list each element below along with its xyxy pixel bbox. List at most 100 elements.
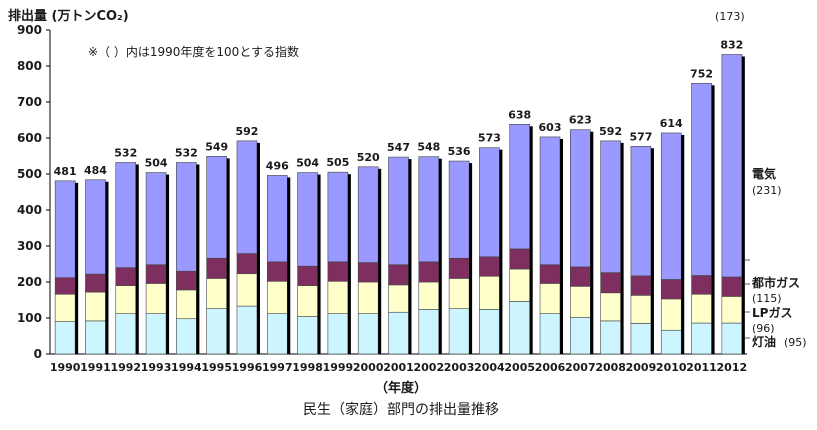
bar-segment-電気: [600, 140, 621, 273]
bar-segment-LPガス: [600, 292, 621, 322]
y-tick-label: 700: [17, 95, 42, 109]
bar-total-label: 573: [478, 132, 501, 145]
bar-total-label: 547: [387, 141, 410, 154]
bar-segment-灯油: [388, 311, 409, 355]
x-tick-label: 2005: [504, 361, 535, 374]
bar-total-label: 505: [326, 156, 349, 169]
bar-shadow: [256, 142, 260, 354]
bar-segment-電気: [236, 140, 258, 254]
bar-segment-灯油: [357, 313, 379, 355]
bar-segment-灯油: [115, 313, 137, 355]
bar-total-label: 614: [660, 117, 683, 130]
bar-segment-電気: [115, 162, 137, 268]
bar-segment-LPガス: [297, 285, 318, 317]
x-tick-label: 1995: [201, 361, 232, 374]
bar-segment-灯油: [600, 320, 621, 355]
x-tick-label: 2001: [383, 361, 414, 374]
x-tick-label: 2010: [656, 361, 687, 374]
y-tick-label: 500: [17, 167, 42, 181]
series-label-灯油: 灯油: [752, 334, 776, 349]
bar-total-label: 532: [114, 146, 137, 159]
bar-segment-LPガス: [145, 283, 167, 314]
chart-note: ※（ ）内は1990年度を100とする指数: [88, 44, 299, 59]
x-tick-label: 2000: [353, 361, 384, 374]
x-tick-label: 1993: [141, 361, 172, 374]
bar-segment-LPガス: [206, 278, 227, 309]
x-tick-label: 1990: [50, 361, 81, 374]
y-tick-label: 400: [17, 203, 42, 217]
x-tick-label: 1994: [171, 361, 202, 374]
bar-segment-電気: [357, 166, 379, 263]
y-tick-label: 200: [17, 275, 42, 289]
bar-shadow: [75, 182, 79, 354]
bar-segment-LPガス: [176, 289, 197, 320]
x-tick-label: 1992: [110, 361, 141, 374]
bar-total-label: 548: [417, 141, 440, 154]
y-tick-label: 0: [34, 347, 42, 361]
bar-segment-灯油: [266, 313, 288, 355]
bar-segment-灯油: [479, 309, 500, 355]
bar-segment-LPガス: [630, 295, 652, 324]
series-index-灯油: (95): [784, 336, 807, 349]
series-index-LPガス: (96): [752, 322, 775, 335]
bar-segment-電気: [479, 147, 500, 258]
bar-segment-灯油: [418, 309, 440, 355]
bar-segment-都市ガス: [357, 262, 379, 283]
x-tick-label: 2004: [474, 361, 505, 374]
bar-total-label: 504: [296, 157, 319, 170]
bar-total-label: 832: [720, 38, 743, 51]
bar-segment-灯油: [176, 318, 197, 355]
series-index-都市ガス: (115): [752, 292, 782, 305]
bar-shadow: [741, 56, 745, 354]
bar-segment-LPガス: [115, 285, 137, 314]
bar-segment-電気: [145, 172, 167, 266]
bar-total-label: 481: [54, 165, 77, 178]
bar-segment-LPガス: [85, 291, 106, 322]
bar-segment-電気: [630, 145, 652, 277]
bar-shadow: [711, 85, 715, 354]
bar-segment-灯油: [85, 320, 106, 355]
bar-total-label: 484: [84, 164, 107, 177]
x-tick-label: 1998: [292, 361, 323, 374]
bar-shadow: [560, 138, 564, 354]
bar-shadow: [529, 126, 533, 354]
chart-title: 民生（家庭）部門の排出量推移: [303, 401, 499, 418]
x-tick-label: 2011: [686, 361, 717, 374]
series-index-電気: (231): [752, 184, 782, 197]
bar-segment-灯油: [448, 308, 470, 355]
bar-segment-灯油: [327, 313, 349, 355]
bar-segment-LPガス: [266, 280, 288, 314]
bar-shadow: [408, 159, 412, 354]
bar-segment-都市ガス: [266, 261, 288, 282]
bar-segment-都市ガス: [54, 277, 76, 295]
bar-segment-電気: [388, 156, 409, 266]
x-tick-label: 2012: [717, 361, 748, 374]
bar-shadow: [620, 142, 624, 354]
x-tick-label: 2003: [444, 361, 475, 374]
bar-total-label: 496: [266, 159, 289, 172]
bar-total-label: 549: [205, 140, 228, 153]
bar-segment-都市ガス: [600, 272, 621, 294]
bar-shadow: [590, 131, 594, 354]
bar-shadow: [438, 158, 442, 354]
bar-shadow: [287, 177, 291, 354]
bar-segment-都市ガス: [236, 253, 258, 275]
bar-segment-電気: [85, 179, 106, 275]
bar-segment-LPガス: [509, 268, 531, 302]
y-axis-label: 排出量 (万トンCO₂): [8, 8, 129, 24]
plot-area: 0 100 200 300 400 500 600 700 800 900 481 1990 484 19…: [17, 10, 807, 374]
y-tick-label: 300: [17, 239, 42, 253]
bar-segment-都市ガス: [145, 264, 167, 284]
bar-total-label: 623: [569, 114, 592, 127]
bar-segment-灯油: [54, 321, 76, 355]
bar-segment-電気: [570, 129, 591, 268]
bar-segment-電気: [539, 136, 561, 266]
series-label-LPガス: LPガス: [752, 305, 792, 320]
x-tick-label: 2002: [413, 361, 444, 374]
total-index-label: (173): [715, 10, 745, 23]
bar-segment-LPガス: [479, 275, 500, 310]
bar-shadow: [226, 158, 230, 354]
x-tick-label: 2008: [595, 361, 626, 374]
bar-segment-LPガス: [327, 280, 349, 314]
